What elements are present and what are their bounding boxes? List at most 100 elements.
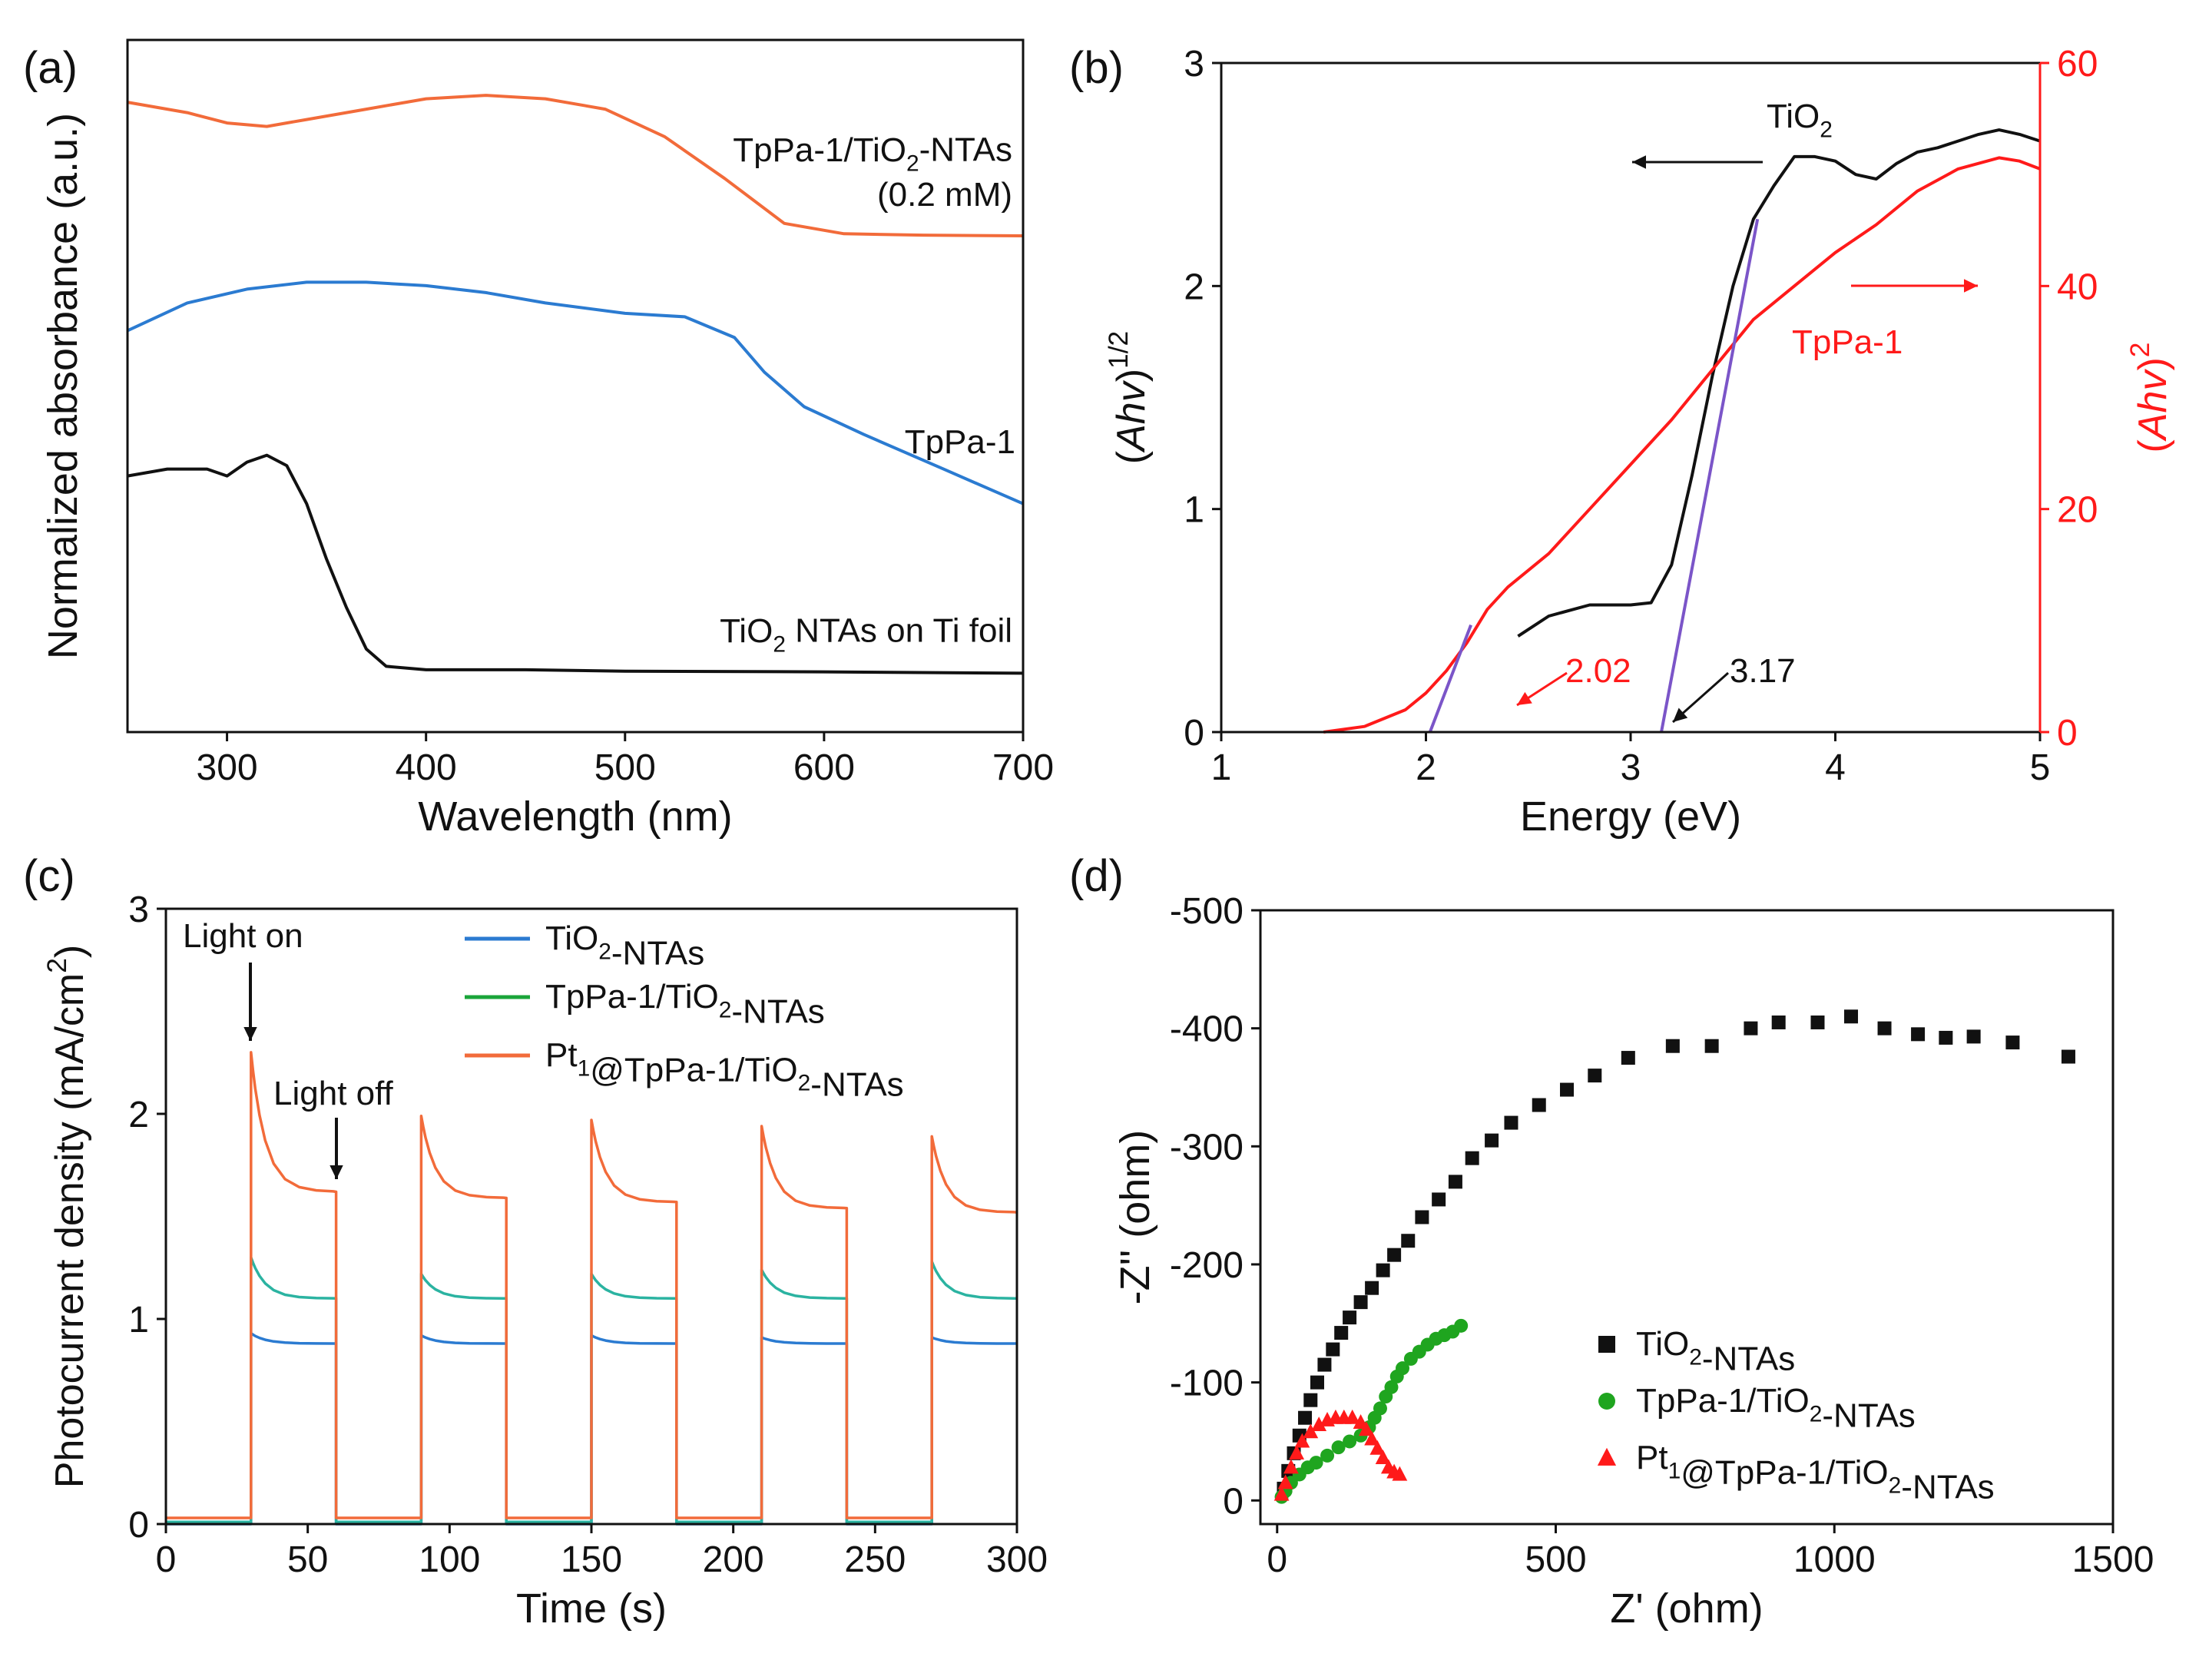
data-point: [1344, 1409, 1360, 1424]
legend-marker: [1598, 1393, 1615, 1410]
x-tick-label: 3: [1621, 747, 1641, 788]
data-point: [2061, 1049, 2075, 1064]
x-tick-label: 2: [1416, 747, 1436, 788]
data-point: [1331, 1440, 1346, 1455]
x-tick-label: 300: [986, 1539, 1048, 1580]
panel-label: (a): [23, 43, 78, 93]
legend-label: TpPa-1/TiO2-NTAs: [545, 978, 825, 1030]
data-point: [1384, 1380, 1399, 1394]
x-axis-label: Z' (ohm): [1610, 1586, 1763, 1632]
legend-marker: [1598, 1336, 1615, 1353]
x-tick-label: 200: [703, 1539, 764, 1580]
series-line: [127, 280, 1024, 505]
data-point: [1415, 1210, 1429, 1224]
x-tick-label: 0: [1267, 1539, 1287, 1580]
x-tick-label: 4: [1825, 747, 1846, 788]
x-tick-label: 500: [1525, 1539, 1586, 1580]
series-line: [127, 453, 1024, 675]
annotation: TiO2 NTAs on Ti foil: [720, 611, 1012, 657]
data-point: [1504, 1115, 1518, 1130]
y-tick-label: 0: [1223, 1481, 1244, 1522]
x-tick-label: 700: [992, 747, 1054, 788]
data-point: [1560, 1082, 1575, 1097]
x-tick-label: 150: [561, 1539, 622, 1580]
y-tick-label: 3: [1184, 44, 1204, 84]
x-tick-label: 600: [793, 747, 855, 788]
series-line: [1323, 156, 2041, 734]
data-point: [1376, 1263, 1390, 1277]
data-point: [1485, 1133, 1499, 1148]
y-axis-label: -Z'' (ohm): [1112, 1130, 1158, 1305]
data-point: [1303, 1423, 1319, 1439]
annotation: TpPa-1: [1792, 323, 1903, 361]
y-axis-label-left: (Ahv)1/2: [1104, 331, 1154, 464]
data-point: [1311, 1417, 1327, 1432]
series-line: [166, 1051, 1018, 1519]
arrow-left-head: [1632, 155, 1647, 169]
y-tick-label: -200: [1170, 1245, 1244, 1286]
annotation: (0.2 mM): [877, 176, 1012, 214]
data-point: [1298, 1410, 1313, 1425]
y-tick-label: -300: [1170, 1127, 1244, 1168]
x-axis-label: Wavelength (nm): [418, 794, 732, 840]
legend-marker: [1597, 1447, 1617, 1466]
arrow-right-head: [1963, 279, 1978, 293]
y-tick-label: 40: [2057, 267, 2098, 307]
data-point: [1294, 1433, 1310, 1448]
data-point: [1396, 1361, 1409, 1376]
y-tick-label: 20: [2057, 490, 2098, 531]
data-point: [1353, 1295, 1368, 1310]
y-tick-label: 2: [1184, 267, 1204, 307]
panel-a-frame: [126, 38, 1025, 734]
annotation: TiO2: [1767, 98, 1833, 142]
y-tick-label: 60: [2057, 44, 2098, 84]
data-point: [1532, 1098, 1546, 1112]
data-point: [1310, 1375, 1324, 1390]
legend-label: TiO2-NTAs: [545, 920, 704, 972]
x-axis-label: Energy (eV): [1520, 794, 1741, 840]
annotation: 2.02: [1565, 652, 1631, 690]
panel-c-frame: [164, 907, 1018, 1526]
data-point: [1375, 1450, 1391, 1465]
data-point: [1326, 1342, 1340, 1357]
panel-d-chart: 0 500 1000 1500 0 -100 -200 -300 -400 -500 Z' (ohm…: [1112, 891, 2154, 1632]
y-tick-label: 0: [128, 1505, 149, 1546]
data-point: [1704, 1039, 1719, 1053]
legend-label: TpPa-1/TiO2-NTAs: [1636, 1382, 1916, 1434]
x-tick-label: 250: [844, 1539, 906, 1580]
x-tick-label: 500: [594, 747, 656, 788]
data-point: [1303, 1393, 1318, 1407]
data-point: [1810, 1015, 1825, 1029]
data-point: [1358, 1421, 1374, 1436]
data-point: [1432, 1192, 1446, 1207]
data-point: [1309, 1456, 1323, 1470]
panel-label: (b): [1069, 43, 1124, 93]
panel-a-chart: 300 400 500 600 700 Wavelength (nm) Normalized…: [40, 94, 1054, 840]
y-tick-label: -400: [1170, 1009, 1244, 1050]
legend-label: Pt1@TpPa-1/TiO2-NTAs: [545, 1036, 904, 1104]
x-tick-label: 1000: [1793, 1539, 1876, 1580]
series-line: [127, 94, 1024, 237]
data-point: [1877, 1021, 1892, 1036]
data-point: [1334, 1326, 1349, 1340]
panel-label: (d): [1069, 851, 1124, 901]
panel-label: (c): [23, 851, 75, 901]
y-tick-label: 0: [2057, 713, 2078, 754]
data-point: [1320, 1448, 1335, 1463]
y-tick-label: -100: [1170, 1364, 1244, 1404]
y-axis-label: Photocurrent density (mA/cm2): [42, 945, 92, 1488]
data-point: [2005, 1036, 2020, 1050]
series-line: [1517, 128, 2041, 638]
arrow-3.17-head: [1673, 707, 1688, 722]
arrow-light-on-head: [243, 1026, 257, 1041]
data-point: [1369, 1440, 1386, 1455]
annotation: TpPa-1: [905, 423, 1015, 461]
data-point: [1401, 1234, 1416, 1248]
x-tick-label: 1: [1211, 747, 1232, 788]
data-point: [1364, 1430, 1379, 1446]
legend-label: Pt1@TpPa-1/TiO2-NTAs: [1636, 1439, 1995, 1506]
data-point: [1283, 1459, 1299, 1474]
y-tick-label: 1: [1184, 490, 1204, 531]
arrow-light-off-head: [330, 1165, 343, 1179]
